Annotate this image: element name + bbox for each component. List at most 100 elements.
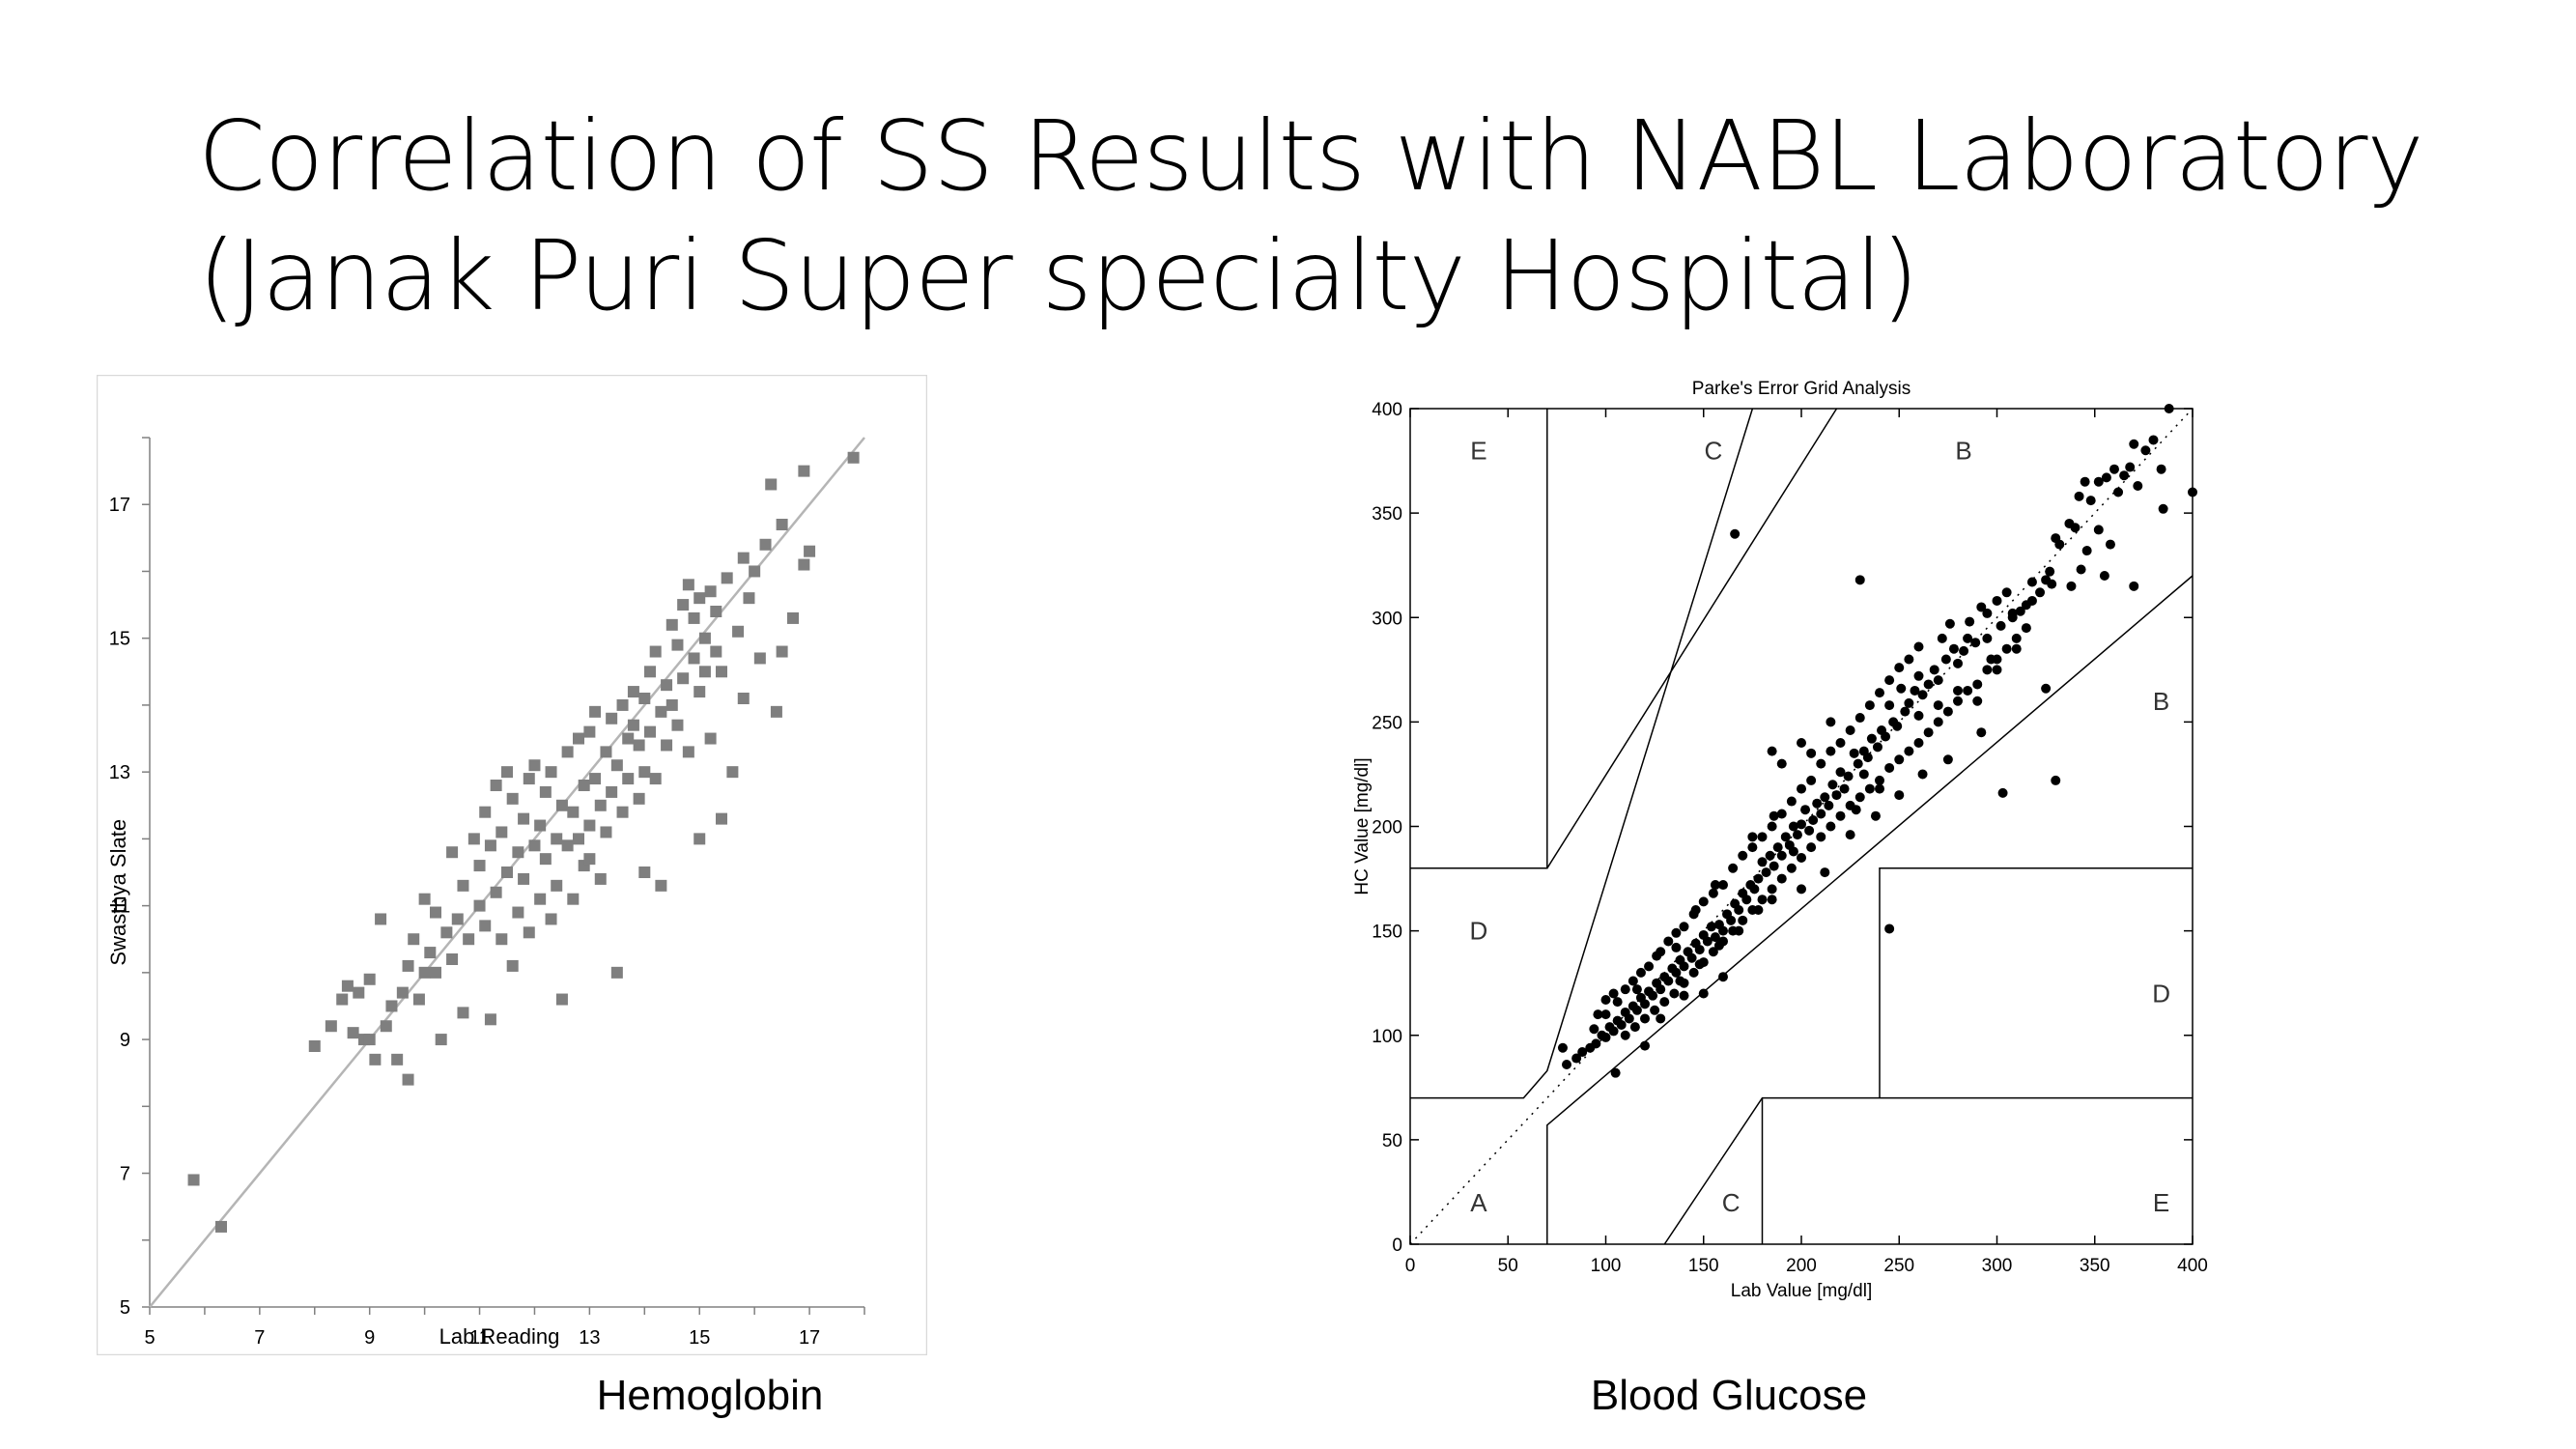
blood-glucose-data-point bbox=[1835, 767, 1846, 778]
blood-glucose-data-point bbox=[2105, 539, 2115, 550]
hemoglobin-data-point bbox=[671, 719, 684, 731]
blood-glucose-y-tick-label: 0 bbox=[1392, 1236, 1402, 1256]
hemoglobin-data-point bbox=[402, 1073, 414, 1086]
hemoglobin-data-point bbox=[765, 478, 778, 491]
blood-glucose-data-point bbox=[1963, 633, 1973, 643]
blood-glucose-data-point bbox=[1972, 679, 1983, 690]
hemoglobin-data-point bbox=[457, 1007, 469, 1019]
error-grid-boundary bbox=[1410, 409, 1548, 869]
blood-glucose-x-tick-label: 250 bbox=[1883, 1256, 1914, 1276]
blood-glucose-data-point bbox=[1831, 790, 1842, 801]
blood-glucose-data-point bbox=[1597, 1030, 1607, 1040]
error-grid-boundary bbox=[1546, 408, 1838, 869]
blood-glucose-data-point bbox=[1806, 748, 1817, 758]
blood-glucose-data-point bbox=[1894, 790, 1905, 801]
blood-glucose-data-point bbox=[1659, 972, 1670, 982]
error-grid-boundary bbox=[1879, 867, 2193, 1098]
blood-glucose-data-point bbox=[1797, 738, 1806, 748]
hemoglobin-data-point bbox=[698, 632, 711, 644]
hemoglobin-data-point bbox=[567, 806, 580, 818]
blood-glucose-data-point bbox=[1900, 706, 1911, 717]
blood-glucose-y-tick-label: 400 bbox=[1372, 400, 1402, 420]
blood-glucose-data-point bbox=[2119, 470, 2130, 481]
hemoglobin-data-point bbox=[495, 933, 508, 946]
hemoglobin-data-point bbox=[606, 712, 618, 724]
blood-glucose-data-point bbox=[1953, 658, 1963, 668]
hemoglobin-data-point bbox=[347, 1027, 359, 1039]
blood-glucose-data-point bbox=[2109, 464, 2119, 474]
hemoglobin-data-point bbox=[440, 926, 453, 939]
blood-glucose-data-point bbox=[1864, 700, 1875, 711]
blood-glucose-data-point bbox=[1839, 783, 1850, 794]
hemoglobin-data-point bbox=[583, 853, 596, 866]
hemoglobin-data-point bbox=[506, 792, 519, 805]
hemoglobin-data-point bbox=[721, 572, 733, 584]
blood-glucose-data-point bbox=[1730, 898, 1741, 909]
blood-glucose-data-point bbox=[2051, 775, 2061, 785]
blood-glucose-data-point bbox=[2093, 476, 2104, 487]
blood-glucose-data-point bbox=[1816, 809, 1826, 819]
blood-glucose-data-point bbox=[2066, 581, 2077, 591]
hemoglobin-data-point bbox=[710, 645, 722, 658]
hemoglobin-data-point bbox=[473, 860, 486, 872]
hemoglobin-data-point bbox=[583, 819, 596, 832]
blood-glucose-data-point bbox=[2085, 496, 2096, 506]
blood-glucose-data-point bbox=[1866, 733, 1877, 744]
zone-label: D bbox=[2152, 980, 2170, 1009]
blood-glucose-data-point bbox=[1917, 769, 1928, 780]
blood-glucose-data-point bbox=[1713, 940, 1724, 951]
blood-glucose-data-point bbox=[1772, 842, 1783, 853]
blood-glucose-x-tick-label: 150 bbox=[1688, 1256, 1719, 1276]
blood-glucose-data-point bbox=[1864, 783, 1875, 794]
hemoglobin-chart: 5 7 9 11 13 15 17 5 7 9 11 13 15 17 Lab Reading Swast… bbox=[97, 375, 927, 1355]
blood-glucose-data-point bbox=[1913, 710, 1924, 721]
blood-glucose-data-point bbox=[1629, 1022, 1640, 1033]
blood-glucose-data-point bbox=[1965, 616, 1975, 627]
blood-glucose-data-point bbox=[1757, 857, 1768, 867]
blood-glucose-y-tick-label: 350 bbox=[1372, 504, 1402, 525]
blood-glucose-data-point bbox=[1640, 1013, 1650, 1024]
blood-glucose-data-point bbox=[1937, 633, 1947, 643]
blood-glucose-data-point bbox=[2101, 472, 2111, 483]
blood-glucose-data-point bbox=[1612, 997, 1623, 1008]
blood-glucose-data-point bbox=[1650, 1005, 1660, 1015]
zone-label: E bbox=[1470, 436, 1486, 465]
blood-glucose-data-point bbox=[1635, 967, 1646, 978]
blood-glucose-data-point bbox=[1820, 792, 1830, 803]
blood-glucose-data-point bbox=[2011, 633, 2022, 643]
hemoglobin-data-point bbox=[412, 993, 425, 1006]
blood-glucose-data-point bbox=[2125, 462, 2136, 472]
hemoglobin-data-point bbox=[677, 599, 690, 611]
blood-glucose-data-point bbox=[1972, 696, 1983, 706]
blood-glucose-data-point bbox=[1688, 967, 1699, 978]
hemoglobin-data-point bbox=[435, 1034, 447, 1046]
hemoglobin-data-point bbox=[573, 732, 584, 745]
blood-glucose-data-point bbox=[2074, 491, 2084, 501]
blood-glucose-data-point bbox=[2158, 503, 2168, 514]
hemoglobin-data-point bbox=[325, 1020, 337, 1033]
blood-glucose-data-point bbox=[1708, 888, 1718, 898]
hemoglobin-data-point bbox=[501, 766, 513, 779]
blood-glucose-data-point bbox=[1843, 771, 1854, 781]
hemoglobin-data-point bbox=[804, 545, 816, 557]
hemoglobin-data-point bbox=[308, 1040, 321, 1052]
hemoglobin-data-point bbox=[402, 959, 414, 972]
blood-glucose-y-tick-label: 150 bbox=[1372, 923, 1402, 943]
blood-glucose-data-point bbox=[1808, 815, 1819, 826]
hemoglobin-data-point bbox=[369, 1053, 382, 1065]
blood-glucose-data-point bbox=[1644, 961, 1655, 972]
blood-glucose-data-point bbox=[1659, 997, 1670, 1008]
hemoglobin-data-point bbox=[704, 732, 717, 745]
hemoglobin-data-point bbox=[638, 867, 651, 878]
hemoglobin-data-point bbox=[776, 519, 788, 530]
hemoglobin-x-tick-label: 7 bbox=[254, 1327, 265, 1349]
blood-glucose-data-point bbox=[1747, 842, 1758, 853]
hemoglobin-data-point bbox=[495, 826, 508, 838]
blood-glucose-data-point bbox=[1875, 783, 1884, 794]
hemoglobin-data-point bbox=[555, 993, 568, 1006]
hemoglobin-x-tick-label: 13 bbox=[579, 1327, 600, 1349]
blood-glucose-data-point bbox=[1858, 746, 1869, 756]
blood-glucose-data-point bbox=[2140, 445, 2151, 456]
blood-glucose-data-point bbox=[1738, 915, 1748, 925]
hemoglobin-data-point bbox=[424, 947, 437, 959]
